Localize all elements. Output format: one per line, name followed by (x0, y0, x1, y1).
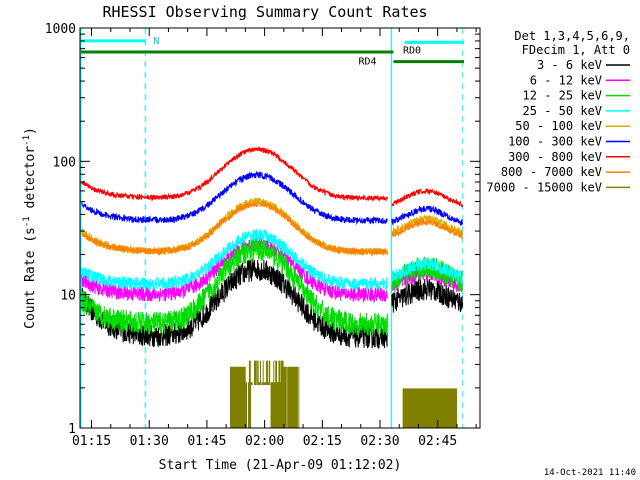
series-line-0-a (81, 258, 388, 349)
y-tick-label-0: 1 (68, 422, 76, 437)
legend-label-8: 7000 - 15000 keV (486, 180, 602, 194)
legend-header-2: FDecim 1, Att 0 (522, 43, 630, 57)
legend-label-5: 100 - 300 keV (508, 135, 602, 149)
y-axis-label-mid: detector (23, 146, 38, 217)
legend-label-7: 800 - 7000 keV (501, 165, 602, 179)
chart-title: RHESSI Observing Summary Count Rates (102, 3, 427, 21)
x-tick-label-4: 02:15 (303, 434, 342, 449)
y-axis-label-sup1: -1 (22, 216, 32, 227)
rd4-label: RD4 (358, 57, 376, 68)
x-tick-label-5: 02:30 (360, 434, 399, 449)
x-tick-label-6: 02:45 (418, 434, 457, 449)
rd0-label: RD0 (403, 45, 421, 56)
x-tick-label-1: 01:30 (130, 434, 169, 449)
y-axis-label-end: ) (23, 127, 38, 135)
series-line-5-a (81, 170, 388, 225)
series-line-6-b (391, 187, 464, 208)
x-axis-label: Start Time (21-Apr-09 01:12:02) (159, 458, 402, 473)
legend-label-6: 300 - 800 keV (508, 150, 602, 164)
series-line-2-a (81, 237, 388, 336)
series-line-6-a (81, 145, 388, 202)
y-axis-label-sup2: -1 (22, 135, 32, 146)
series-line-0-b (391, 278, 464, 313)
plot-frame (79, 27, 481, 429)
legend-label-1: 6 - 12 keV (530, 73, 602, 87)
spike-gap (251, 385, 271, 428)
legend: Det 1,3,4,5,6,9, FDecim 1, Att 0 3 - 6 k… (486, 29, 630, 194)
legend-label-4: 50 - 100 keV (515, 119, 602, 133)
x-tick-label-0: 01:15 (72, 434, 111, 449)
y-axis: 1 10 100 1000 (45, 22, 480, 437)
series-line-3-b (391, 257, 464, 285)
plot-area: N RD0 RD4 (80, 28, 464, 428)
series-7000-15000-spikes-1 (402, 388, 458, 428)
x-axis: 01:15 01:30 01:45 02:00 02:15 02:30 02:45 (72, 28, 477, 449)
y-tick-label-2: 100 (53, 155, 76, 170)
y-axis-label: Count Rate (s-1 detector-1) (22, 127, 38, 329)
y-tick-label-1: 10 (60, 289, 76, 304)
series-line-4-b (391, 215, 464, 238)
night-label: N (153, 36, 159, 47)
series-line-4-a (81, 197, 388, 257)
y-axis-label-main: Count Rate (s (23, 227, 38, 329)
x-tick-label-2: 01:45 (187, 434, 226, 449)
series-line-7-a (81, 200, 388, 256)
series-line-3-a (81, 228, 388, 292)
legend-label-0: 3 - 6 keV (537, 58, 602, 72)
x-tick-label-3: 02:00 (245, 434, 284, 449)
y-tick-label-3: 1000 (45, 22, 76, 37)
legend-label-2: 12 - 25 keV (523, 89, 602, 103)
series-line-7-b (391, 218, 464, 239)
legend-label-3: 25 - 50 keV (523, 104, 602, 118)
legend-header-1: Det 1,3,4,5,6,9, (514, 29, 630, 43)
series-line-5-b (391, 204, 464, 226)
footer-date: 14-Oct-2021 11:40 (544, 468, 636, 478)
